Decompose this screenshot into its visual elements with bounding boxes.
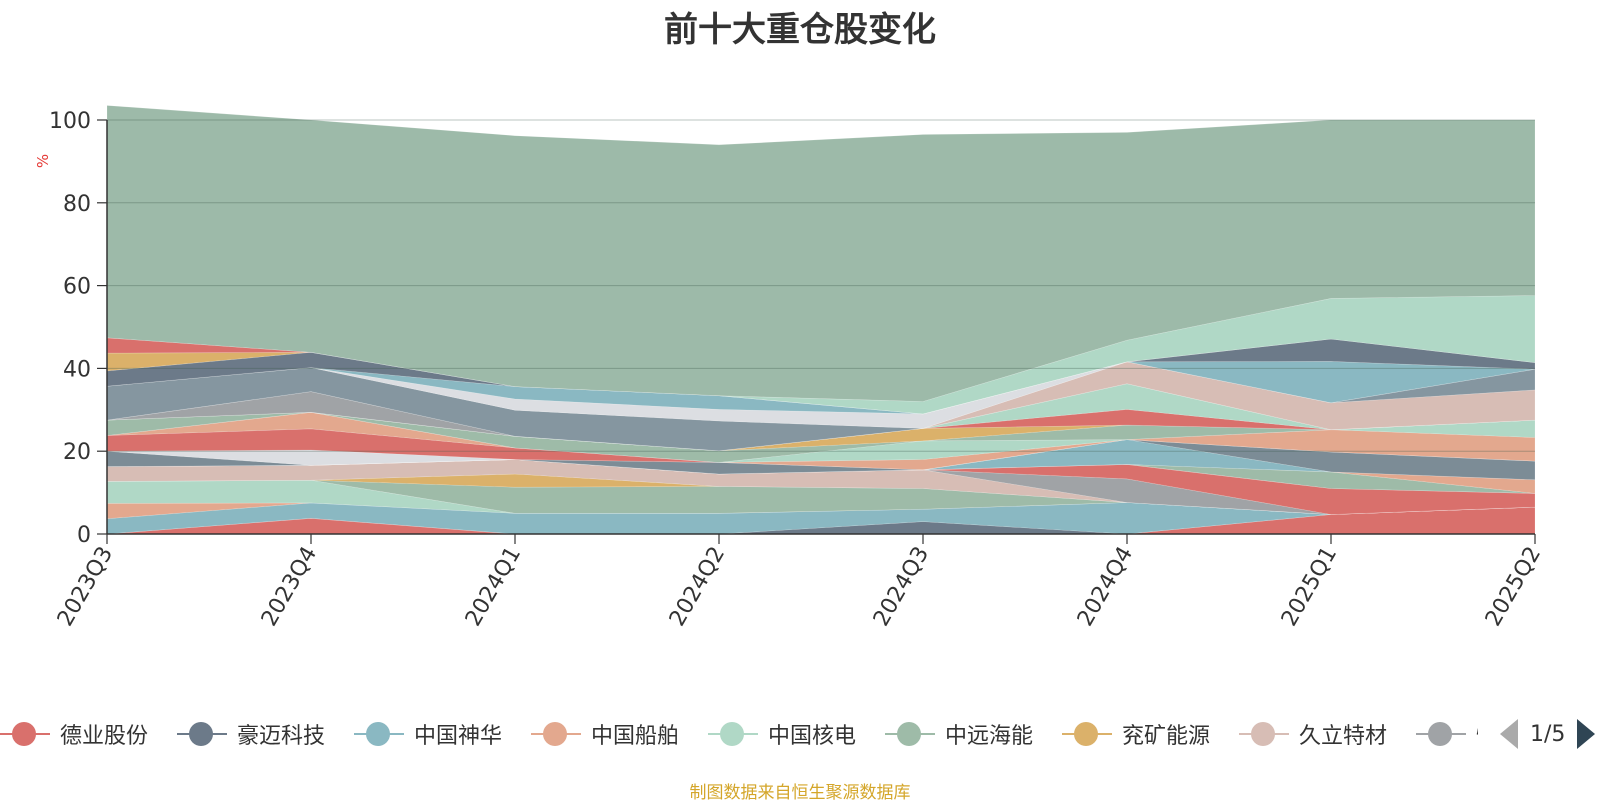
legend-item[interactable]: 久立特材 [1239,712,1412,756]
legend-item[interactable]: 豪迈科技 [177,712,350,756]
legend-dot-icon [1074,722,1098,746]
legend-label: 中远海能 [945,724,1034,749]
legend-pager: 1/5 [1500,716,1596,752]
legend-item[interactable]: 中国船舶 [531,712,704,756]
legend-dot-icon [1251,722,1275,746]
x-tick-label: 2024Q4 [1073,543,1138,631]
x-tick-label: 2024Q3 [869,543,934,631]
legend-item[interactable]: 中远海能 [885,712,1058,756]
legend-label: 中国核电 [768,724,857,749]
legend-item[interactable]: 恒立液压 [1416,712,1478,756]
x-tick-label: 2024Q1 [461,543,526,631]
legend-dot-icon [897,722,921,746]
area-series-32[interactable] [106,105,1536,402]
legend-label: 中国船舶 [591,724,680,749]
x-tick-label: 2025Q2 [1481,543,1546,631]
legend-item[interactable]: 中国神华 [354,712,527,756]
legend-label: 兖矿能源 [1122,724,1211,749]
y-tick-label: 100 [49,109,91,134]
legend: 德业股份 豪迈科技 中国神华 中国船舶 中国核电 中远海能 兖矿能源 久立特材 恒立液压 [0,712,1478,756]
y-tick-label: 80 [63,192,91,217]
source-note: 制图数据来自恒生聚源数据库 [689,783,911,803]
legend-item[interactable]: 德业股份 [0,712,173,756]
y-axis-unit: % [34,154,52,168]
y-tick-label: 40 [63,357,91,382]
x-tick-label: 2023Q4 [257,543,322,631]
legend-prev-page-icon[interactable] [1500,719,1518,749]
legend-item[interactable]: 中国核电 [708,712,881,756]
y-tick-label: 60 [63,275,91,300]
legend-next-page-icon[interactable] [1577,719,1596,749]
x-tick-label: 2023Q3 [53,543,118,631]
legend-label: 久立特材 [1299,724,1388,749]
legend-item[interactable]: 兖矿能源 [1062,712,1235,756]
legend-dot-icon [189,722,213,746]
chart-title: 前十大重仓股变化 [664,10,936,50]
legend-dot-icon [543,722,567,746]
legend-page-indicator: 1/5 [1530,721,1566,747]
legend-label: 德业股份 [60,724,149,749]
x-tick-label: 2024Q2 [665,543,730,631]
legend-dot-icon [720,722,744,746]
y-tick-label: 0 [77,523,91,548]
legend-dot-icon [366,722,390,746]
area-layer [106,105,1536,535]
legend-dot-icon [12,722,36,746]
legend-label: 恒立液压 [1476,718,1478,750]
grid-layer [107,119,1535,452]
legend-label: 豪迈科技 [237,724,326,749]
y-tick-label: 20 [63,440,91,465]
x-tick-label: 2025Q1 [1277,543,1342,631]
legend-dot-icon [1428,722,1452,746]
legend-label: 中国神华 [414,724,503,749]
